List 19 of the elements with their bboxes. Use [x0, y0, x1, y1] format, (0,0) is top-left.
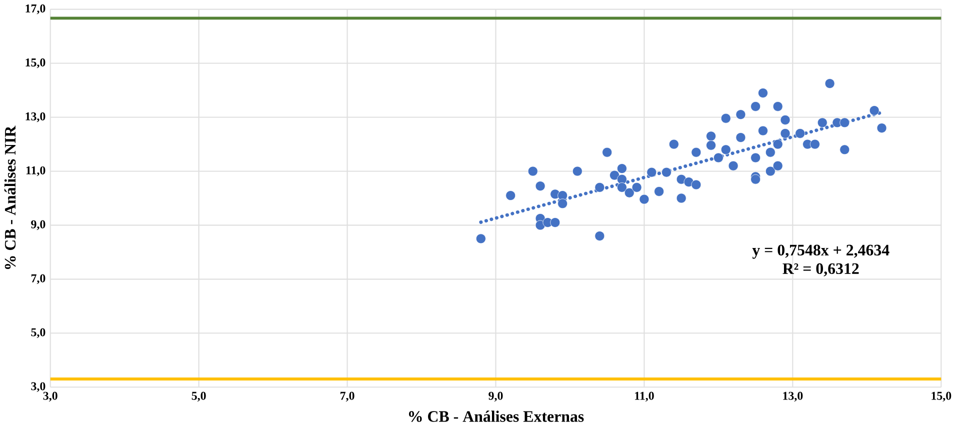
- x-tick-label: 5,0: [192, 392, 206, 402]
- x-tick-label: 13,0: [783, 392, 803, 402]
- annotation: R² = 0,6312: [782, 263, 859, 276]
- y-tick-label: 13,0: [26, 112, 46, 122]
- y-tick-label: 15,0: [26, 58, 46, 68]
- y-axis-title: % CB - Análises NIR: [4, 125, 16, 269]
- x-tick-label: 11,0: [635, 392, 654, 402]
- x-tick-label: 15,0: [932, 392, 952, 402]
- y-tick-label: 3,0: [31, 382, 46, 392]
- annotation: y = 0,7548x + 2,4634: [752, 244, 890, 259]
- x-tick-label: 7,0: [340, 392, 354, 402]
- x-axis-title: % CB - Análises Externas: [408, 410, 584, 422]
- x-tick-label: 3,0: [43, 392, 58, 402]
- y-tick-label: 11,0: [26, 166, 46, 176]
- y-tick-label: 7,0: [31, 274, 46, 284]
- x-tick-label: 9,0: [488, 392, 503, 402]
- y-tick-label: 9,0: [31, 220, 46, 230]
- y-tick-label: 5,0: [31, 328, 46, 338]
- y-tick-label: 17,0: [26, 4, 46, 14]
